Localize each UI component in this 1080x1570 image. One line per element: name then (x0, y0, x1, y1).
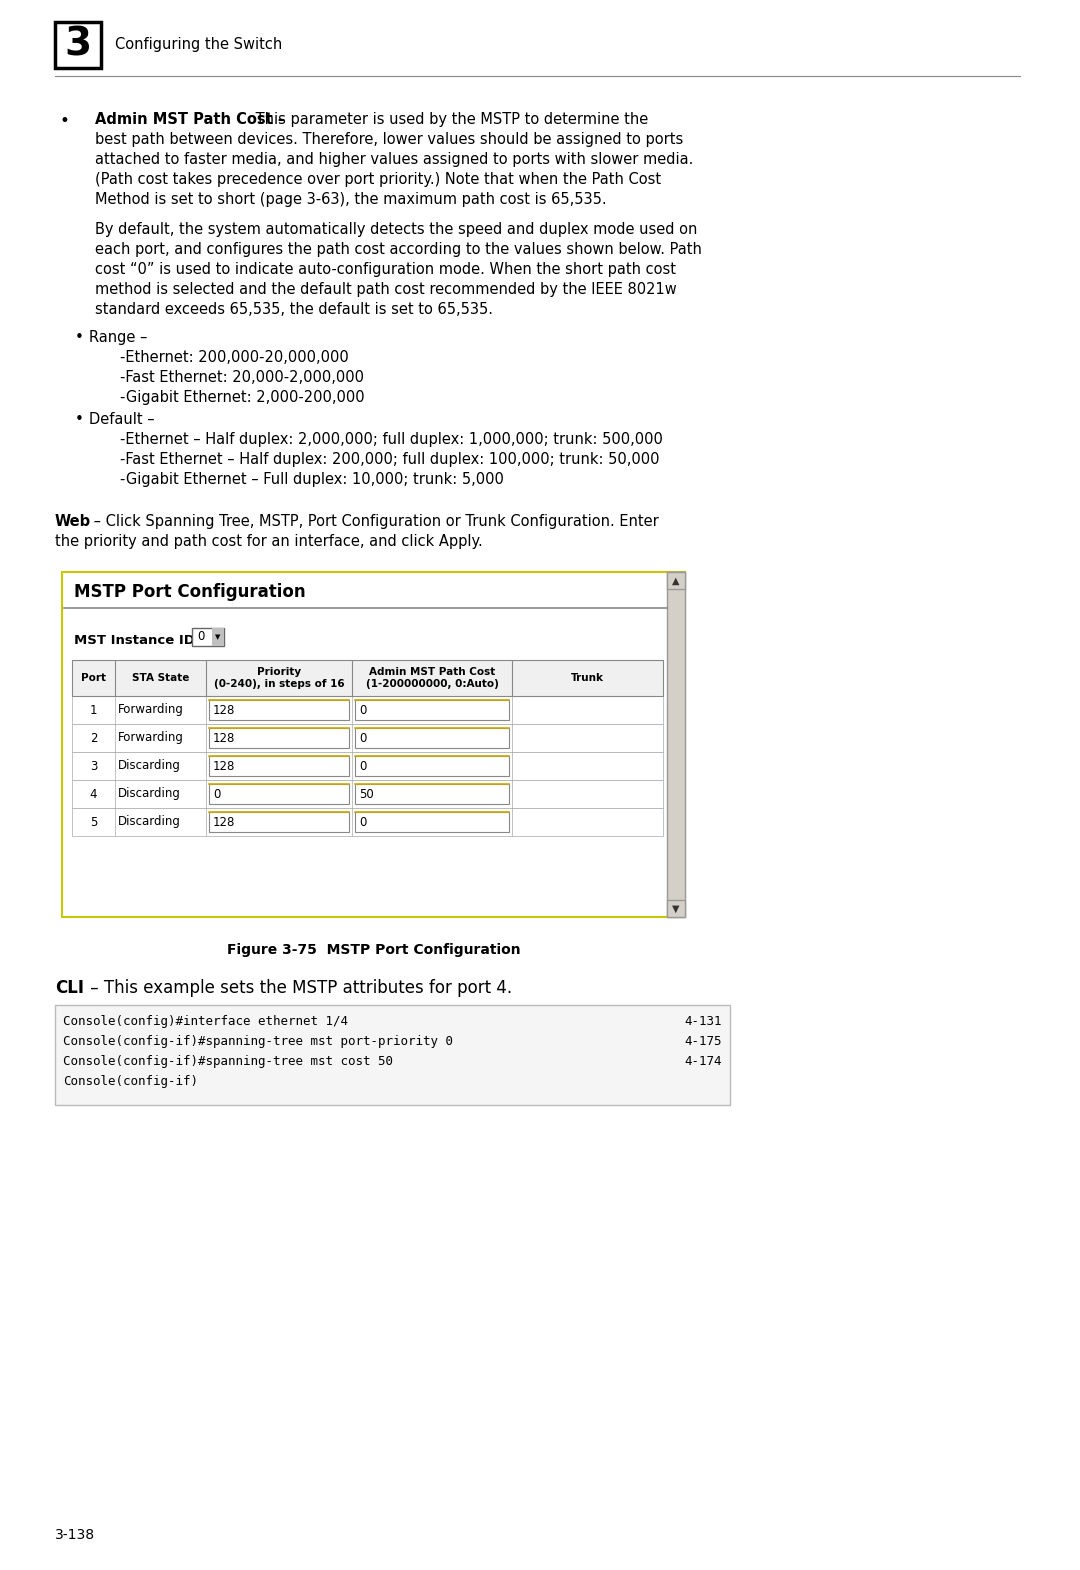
Text: MST Instance ID:: MST Instance ID: (75, 634, 205, 647)
Text: -Gigabit Ethernet – Full duplex: 10,000; trunk: 5,000: -Gigabit Ethernet – Full duplex: 10,000;… (120, 473, 504, 487)
Text: By default, the system automatically detects the speed and duplex mode used on: By default, the system automatically det… (95, 221, 698, 237)
Text: 50: 50 (359, 788, 374, 801)
Text: Web: Web (55, 513, 91, 529)
Bar (355, 783, 509, 804)
Text: the priority and path cost for an interface, and click Apply.: the priority and path cost for an interf… (55, 534, 483, 550)
Text: 0: 0 (197, 631, 204, 644)
Text: 128: 128 (213, 732, 235, 744)
Text: Discarding: Discarding (118, 760, 180, 772)
Text: •: • (59, 111, 69, 130)
Text: Priority
(0-240), in steps of 16: Priority (0-240), in steps of 16 (214, 667, 345, 689)
Text: ▼: ▼ (215, 634, 220, 641)
Bar (210, 812, 349, 832)
Text: -Fast Ethernet: 20,000-2,000,000: -Fast Ethernet: 20,000-2,000,000 (120, 371, 364, 385)
Text: Admin MST Path Cost
(1-200000000, 0:Auto): Admin MST Path Cost (1-200000000, 0:Auto… (365, 667, 499, 689)
Text: ▲: ▲ (672, 576, 679, 586)
Text: Discarding: Discarding (118, 815, 180, 829)
Text: -Fast Ethernet – Half duplex: 200,000; full duplex: 100,000; trunk: 50,000: -Fast Ethernet – Half duplex: 200,000; f… (120, 452, 660, 466)
Text: Console(config)#interface ethernet 1/4: Console(config)#interface ethernet 1/4 (63, 1014, 348, 1028)
Text: Configuring the Switch: Configuring the Switch (114, 38, 282, 52)
Text: 2: 2 (90, 732, 97, 744)
Text: Default –: Default – (89, 411, 154, 427)
Bar (210, 783, 349, 804)
Text: 5: 5 (90, 815, 97, 829)
Text: (Path cost takes precedence over port priority.) Note that when the Path Cost: (Path cost takes precedence over port pr… (95, 173, 661, 187)
Bar (192, 628, 224, 645)
Text: Forwarding: Forwarding (118, 703, 184, 716)
Text: 0: 0 (213, 788, 220, 801)
Bar (210, 757, 349, 776)
Text: -Ethernet – Half duplex: 2,000,000; full duplex: 1,000,000; trunk: 500,000: -Ethernet – Half duplex: 2,000,000; full… (120, 432, 663, 447)
Text: Admin MST Path Cost –: Admin MST Path Cost – (95, 111, 285, 127)
Bar (55, 22, 102, 68)
Text: 0: 0 (359, 732, 366, 744)
Text: 128: 128 (213, 815, 235, 829)
Text: Console(config-if)#spanning-tree mst port-priority 0: Console(config-if)#spanning-tree mst por… (63, 1035, 453, 1049)
Text: 4-131: 4-131 (685, 1014, 723, 1028)
Bar (212, 628, 224, 645)
Bar (72, 659, 663, 696)
Text: 0: 0 (359, 760, 366, 772)
Text: 128: 128 (213, 760, 235, 772)
Text: Range –: Range – (89, 330, 147, 345)
Text: Figure 3-75  MSTP Port Configuration: Figure 3-75 MSTP Port Configuration (227, 944, 521, 958)
Text: •: • (75, 411, 84, 427)
Bar (72, 696, 663, 724)
Bar (72, 752, 663, 780)
Text: CLI: CLI (55, 980, 84, 997)
Text: 3: 3 (90, 760, 97, 772)
Text: ▼: ▼ (672, 903, 679, 914)
Bar (72, 659, 663, 696)
Text: standard exceeds 65,535, the default is set to 65,535.: standard exceeds 65,535, the default is … (95, 301, 492, 317)
Bar (355, 812, 509, 832)
Text: 4-174: 4-174 (685, 1055, 723, 1068)
Bar (72, 780, 663, 809)
Text: – This example sets the MSTP attributes for port 4.: – This example sets the MSTP attributes … (85, 980, 512, 997)
Bar (55, 1005, 730, 1105)
Text: attached to faster media, and higher values assigned to ports with slower media.: attached to faster media, and higher val… (95, 152, 693, 166)
Text: Trunk: Trunk (571, 674, 604, 683)
Text: 0: 0 (359, 703, 366, 716)
Bar (355, 700, 509, 721)
Text: 3-138: 3-138 (55, 1528, 95, 1542)
Text: 4: 4 (90, 788, 97, 801)
Text: 0: 0 (359, 815, 366, 829)
Text: MSTP Port Configuration: MSTP Port Configuration (75, 582, 306, 601)
Bar (210, 728, 349, 747)
Text: Port: Port (81, 674, 106, 683)
Text: STA State: STA State (132, 674, 189, 683)
Text: Console(config-if)#spanning-tree mst cost 50: Console(config-if)#spanning-tree mst cos… (63, 1055, 393, 1068)
Text: •: • (75, 330, 84, 345)
Text: 1: 1 (90, 703, 97, 716)
Text: each port, and configures the path cost according to the values shown below. Pat: each port, and configures the path cost … (95, 242, 702, 257)
Bar (72, 809, 663, 835)
Bar (64, 575, 683, 915)
Bar (355, 757, 509, 776)
Text: method is selected and the default path cost recommended by the IEEE 8021w: method is selected and the default path … (95, 283, 677, 297)
Bar (667, 571, 685, 589)
Text: Method is set to short (page 3-63), the maximum path cost is 65,535.: Method is set to short (page 3-63), the … (95, 192, 607, 207)
Text: -Ethernet: 200,000-20,000,000: -Ethernet: 200,000-20,000,000 (120, 350, 349, 364)
Text: 128: 128 (213, 703, 235, 716)
Text: 3: 3 (65, 27, 92, 64)
Text: – Click Spanning Tree, MSTP, Port Configuration or Trunk Configuration. Enter: – Click Spanning Tree, MSTP, Port Config… (89, 513, 659, 529)
Bar (210, 700, 349, 721)
Text: Forwarding: Forwarding (118, 732, 184, 744)
Text: -Gigabit Ethernet: 2,000-200,000: -Gigabit Ethernet: 2,000-200,000 (120, 389, 365, 405)
Bar (72, 724, 663, 752)
Text: Console(config-if): Console(config-if) (63, 1075, 198, 1088)
Text: Discarding: Discarding (118, 788, 180, 801)
Text: 4-175: 4-175 (685, 1035, 723, 1049)
Text: cost “0” is used to indicate auto-configuration mode. When the short path cost: cost “0” is used to indicate auto-config… (95, 262, 676, 276)
Text: This parameter is used by the MSTP to determine the: This parameter is used by the MSTP to de… (251, 111, 648, 127)
Bar (667, 571, 685, 917)
Bar (62, 571, 685, 917)
Bar (355, 728, 509, 747)
Text: best path between devices. Therefore, lower values should be assigned to ports: best path between devices. Therefore, lo… (95, 132, 684, 148)
Bar (667, 900, 685, 917)
